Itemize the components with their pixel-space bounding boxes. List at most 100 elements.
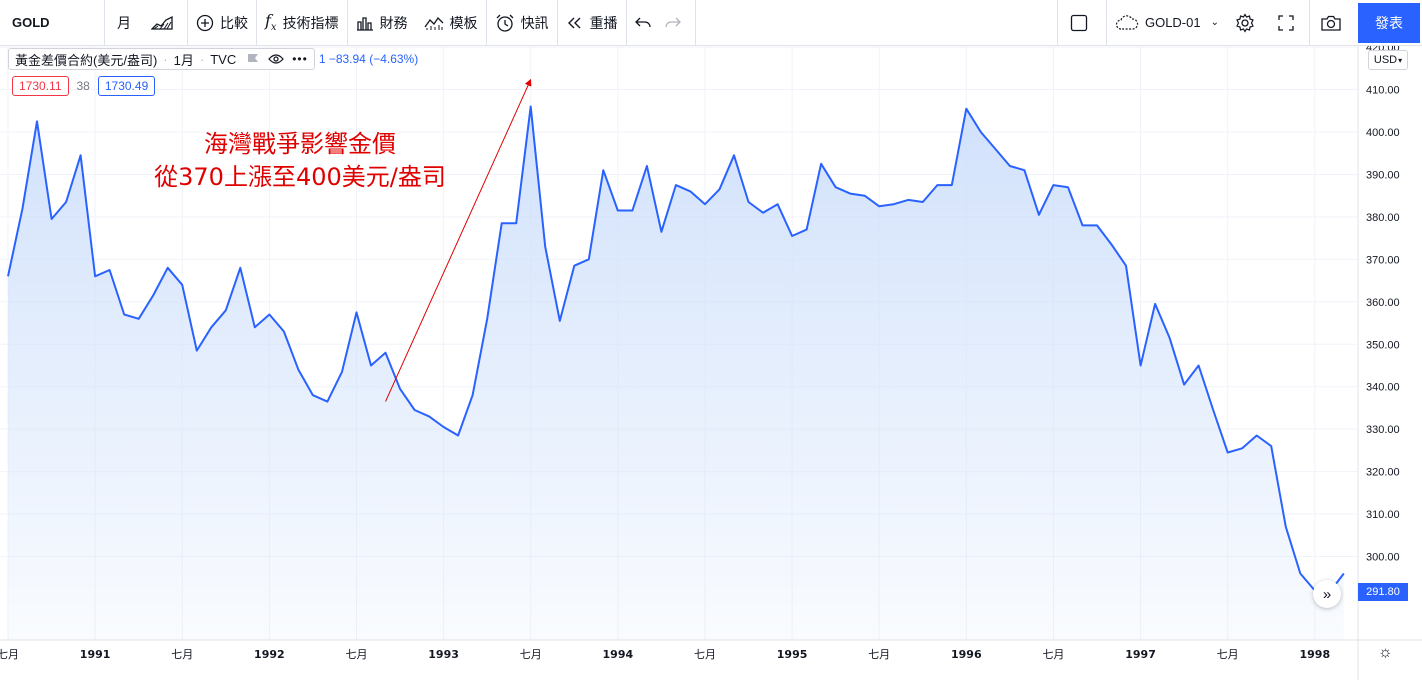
legend-title-box[interactable]: 黃金差價合約(美元/盎司) · 1月 · TVC ••• xyxy=(8,48,315,70)
time-tick-label: 七月 xyxy=(868,648,890,661)
fullscreen-layout-button[interactable] xyxy=(1058,0,1106,46)
currency-selector[interactable]: USD ▾ xyxy=(1368,50,1408,70)
fullscreen-button[interactable] xyxy=(1269,0,1309,46)
compare-label: 比較 xyxy=(220,14,248,31)
toolbar-divider xyxy=(187,0,188,46)
toolbar-divider xyxy=(625,0,627,46)
templates-icon xyxy=(424,16,444,30)
time-tick-label: 1998 xyxy=(1299,648,1330,661)
time-tick-label: 1994 xyxy=(603,648,634,661)
redo-icon xyxy=(664,17,681,27)
series-legend[interactable]: 黃金差價合約(美元/盎司) · 1月 · TVC ••• 1 −83.94 (−… xyxy=(8,48,418,70)
price-tick-label: 410.00 xyxy=(1366,85,1400,97)
legend-dot: · xyxy=(163,51,168,67)
price-tick-label: 300.00 xyxy=(1366,552,1400,564)
scroll-to-realtime-button[interactable]: » xyxy=(1313,580,1341,608)
indicators-label: 技術指標 xyxy=(282,14,339,31)
time-tick-label: 1993 xyxy=(428,648,459,661)
price-tick-label: 380.00 xyxy=(1366,212,1400,224)
redo-button[interactable] xyxy=(664,0,695,46)
last-price-label: 291.80 xyxy=(1358,583,1408,601)
more-icon[interactable]: ••• xyxy=(292,52,308,66)
price-line xyxy=(7,105,1345,594)
time-tick-label: 1995 xyxy=(777,648,808,661)
price-tick-label: 330.00 xyxy=(1366,424,1400,436)
double-chevron-right-icon: » xyxy=(1322,585,1332,603)
time-tick-label: 七月 xyxy=(0,648,19,661)
top-toolbar: GOLD 月 比較 fx 技術指標 財務 模板 快訊 重播 xyxy=(0,0,1422,46)
legend-source: TVC xyxy=(210,51,237,67)
price-tick-label: 370.00 xyxy=(1366,254,1400,266)
price-tick-label: 400.00 xyxy=(1366,127,1400,139)
price-tick-label: 320.00 xyxy=(1366,467,1400,479)
price-axis-labels[interactable]: 300.00 310.00 320.00 330.00 340.00 350.00 360.… xyxy=(1366,42,1400,563)
toolbar-divider xyxy=(256,0,257,46)
symbol-search-button[interactable]: GOLD xyxy=(12,15,50,30)
toolbar-divider xyxy=(104,0,105,46)
toolbar-divider xyxy=(556,0,558,46)
time-tick-label: 七月 xyxy=(520,648,542,661)
time-tick-label: 七月 xyxy=(1217,648,1239,661)
chart-type-button[interactable] xyxy=(143,0,187,46)
annotation-arrow[interactable] xyxy=(385,78,532,402)
time-tick-label: 1991 xyxy=(80,648,111,661)
time-tick-label: 七月 xyxy=(1042,648,1064,661)
undo-button[interactable] xyxy=(627,0,665,46)
price-tick-label: 340.00 xyxy=(1366,382,1400,394)
buy-price-button[interactable]: 1730.49 xyxy=(97,76,156,96)
gear-icon: ☼ xyxy=(1378,644,1393,661)
time-tick-label: 七月 xyxy=(345,648,367,661)
camera-icon xyxy=(1321,15,1341,31)
toolbar-divider xyxy=(694,0,696,46)
legend-dot: · xyxy=(199,51,205,67)
bid-ask-prices: 1730.11 38 1730.49 xyxy=(12,76,156,96)
time-axis-labels[interactable]: 七月 1991 七月 1992 七月 1993 七月 1994 七月 1995 七月 1996 七月 19… xyxy=(0,648,1330,661)
chevron-down-icon: ▾ xyxy=(1398,55,1403,65)
rewind-icon xyxy=(567,17,581,28)
annotation-text-line2[interactable]: 從370上漲至400美元/盎司 xyxy=(154,163,446,191)
flag-icon[interactable] xyxy=(246,53,260,65)
alarm-clock-icon xyxy=(496,14,514,32)
snapshot-button[interactable] xyxy=(1310,0,1358,46)
price-tick-label: 310.00 xyxy=(1366,509,1400,521)
replay-button[interactable]: 重播 xyxy=(558,0,626,46)
financials-label: 財務 xyxy=(379,14,408,31)
settings-button[interactable] xyxy=(1227,0,1269,46)
templates-label: 模板 xyxy=(449,14,478,31)
legend-title: 黃金差價合約(美元/盎司) xyxy=(15,52,158,68)
financials-button[interactable]: 財務 xyxy=(348,0,416,46)
indicators-button[interactable]: fx 技術指標 xyxy=(257,0,347,46)
layout-name-button[interactable]: GOLD-01 ⌄ xyxy=(1107,0,1227,46)
toolbar-divider xyxy=(1056,0,1058,46)
undo-icon xyxy=(634,17,651,27)
publish-button[interactable]: 發表 xyxy=(1358,2,1420,43)
square-icon xyxy=(1070,14,1088,31)
chevron-down-icon: ⌄ xyxy=(1210,17,1219,28)
interval-button[interactable]: 月 xyxy=(117,14,131,31)
compare-button[interactable]: 比較 xyxy=(188,0,256,46)
price-tick-label: 350.00 xyxy=(1366,339,1400,351)
time-tick-label: 1992 xyxy=(254,648,285,661)
sell-price-button[interactable]: 1730.11 xyxy=(12,76,69,96)
toolbar-divider xyxy=(1105,0,1107,46)
legend-interval: 1月 xyxy=(173,52,194,68)
toolbar-divider xyxy=(1309,0,1310,46)
layout-name-label: GOLD-01 xyxy=(1144,15,1201,30)
annotation-text-line1[interactable]: 海灣戰爭影響金價 xyxy=(204,130,396,158)
templates-button[interactable]: 模板 xyxy=(416,0,486,46)
fx-icon: fx xyxy=(265,11,277,34)
spread-value: 38 xyxy=(76,79,90,93)
time-tick-label: 七月 xyxy=(171,648,193,661)
plus-circle-icon xyxy=(196,14,214,31)
price-area-fill xyxy=(8,106,1344,640)
toolbar-divider xyxy=(485,0,487,46)
toolbar-divider xyxy=(346,0,348,46)
cloud-icon xyxy=(1115,14,1139,30)
toolbar-right-group: GOLD-01 ⌄ 發表 xyxy=(1056,0,1422,46)
expand-icon xyxy=(1278,14,1294,31)
alerts-button[interactable]: 快訊 xyxy=(487,0,557,46)
axis-settings-button[interactable]: ☼ xyxy=(1378,644,1393,662)
time-tick-label: 1996 xyxy=(951,648,982,661)
eye-icon[interactable] xyxy=(268,53,285,65)
